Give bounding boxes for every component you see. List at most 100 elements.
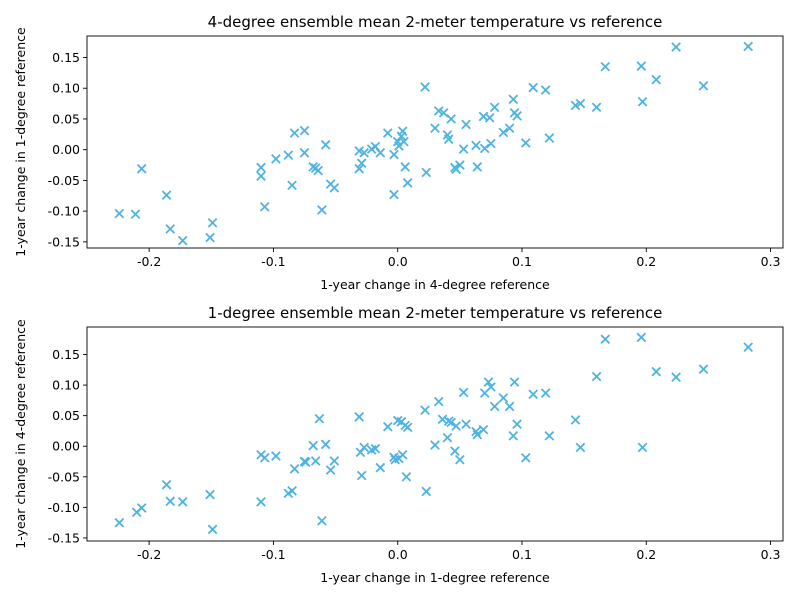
- subplot-2-data-point: [458, 387, 469, 398]
- subplot-1-data-point: [356, 158, 367, 169]
- subplot-1-data-point: [486, 138, 496, 149]
- subplot-1-data-point: [289, 128, 300, 138]
- subplot-2-y-tick-label: 0.00: [52, 439, 80, 454]
- subplot-1-y-ticks: -0.15 -0.10 -0.05 0.00 0.05 0.10 0.15: [48, 50, 87, 249]
- subplot-2-data-point: [504, 401, 515, 412]
- subplot-1-data-point: [540, 85, 551, 95]
- subplot-1-data-point: [455, 160, 465, 170]
- subplot-2-data-point: [600, 334, 611, 345]
- subplot-1-data-point: [443, 134, 454, 145]
- subplot-2-data-point: [451, 421, 461, 431]
- subplot-1-data-point: [575, 98, 586, 109]
- subplot-1-title: 4-degree ensemble mean 2-meter temperatu…: [208, 13, 663, 31]
- subplot-1-data-point: [651, 74, 662, 85]
- subplot-2-data-point: [136, 503, 147, 513]
- subplot-1-x-tick-label: 0.1: [512, 254, 532, 269]
- subplot-1-data-point: [207, 217, 218, 228]
- subplot-1-data-point: [165, 224, 176, 234]
- subplot-2-data-point: [508, 430, 519, 441]
- subplot-2-data-point: [446, 417, 456, 428]
- subplot-1-data-point: [458, 144, 469, 154]
- subplot-1-data-point: [430, 123, 440, 134]
- subplot-1-x-tick-label: -0.2: [137, 254, 161, 269]
- subplot-2-data-point: [356, 470, 367, 481]
- subplot-2-y-ticks: -0.15 -0.10 -0.05 0.00 0.05 0.10 0.15: [48, 347, 87, 545]
- subplot-2-data-point: [370, 443, 381, 454]
- subplot-1-data-point: [399, 136, 409, 147]
- subplot-1-data-point: [130, 209, 141, 220]
- subplot-1-data-point: [205, 232, 215, 243]
- subplot-2-data-point: [743, 342, 754, 353]
- subplot-1-y-axis-label: 1-year change in 1-degree reference: [13, 27, 28, 257]
- subplot-1-data-point: [438, 107, 449, 118]
- subplot-1-data-point: [471, 140, 481, 151]
- subplot-1-data-point: [479, 143, 490, 154]
- subplot-2-data-point: [325, 465, 336, 475]
- subplot-2-data-point: [402, 422, 413, 433]
- subplot-1-data-point: [528, 82, 539, 93]
- subplot-1-x-tick-label: -0.1: [261, 254, 285, 269]
- subplot-2-data-point: [329, 456, 340, 466]
- subplot-2-data-point: [450, 446, 460, 456]
- subplot-1-data-point: [256, 171, 266, 181]
- subplot-1-data-point: [636, 61, 647, 71]
- subplot-1-data-point: [520, 138, 531, 148]
- subplot-2-data-point: [421, 486, 432, 497]
- subplot-2-y-tick-label: 0.15: [52, 347, 80, 362]
- subplot-2-data-point: [401, 471, 412, 482]
- subplot-1-data-point: [114, 208, 125, 219]
- subplot-1-y-tick-label: -0.15: [48, 234, 80, 249]
- subplot-2-data-point: [300, 457, 311, 467]
- subplot-2-data-point: [520, 453, 531, 463]
- subplot-2-data-point: [161, 479, 172, 490]
- subplot-2-data-point: [509, 377, 520, 387]
- subplot-2-data-point: [483, 377, 494, 387]
- subplot-2-data-point: [575, 442, 586, 453]
- subplot-1-data-point: [313, 165, 324, 176]
- subplot-1-data-point: [299, 147, 310, 158]
- subplot-1-x-tick-label: 0.2: [636, 254, 656, 269]
- subplot-2-data-point: [165, 496, 176, 507]
- subplot-2-data-point: [498, 393, 509, 403]
- subplot-1: 4-degree ensemble mean 2-meter temperatu…: [13, 13, 784, 292]
- subplot-2-x-ticks: -0.2 -0.1 0.0 0.1 0.2 0.3: [137, 541, 781, 562]
- subplot-1-data-point: [161, 190, 172, 200]
- subplot-2-data-point: [310, 456, 321, 466]
- subplot-1-y-tick-label: 0.05: [52, 111, 80, 126]
- subplot-2: 1-degree ensemble mean 2-meter temperatu…: [13, 304, 784, 585]
- subplot-1-y-tick-label: -0.05: [48, 173, 80, 188]
- subplot-1-y-tick-label: 0.15: [52, 50, 80, 65]
- subplot-2-frame: [86, 326, 784, 542]
- subplot-2-data-point: [320, 439, 331, 450]
- subplot-2-data-point: [512, 419, 522, 430]
- subplot-2-data-point: [287, 486, 297, 496]
- subplot-2-x-tick-label: -0.2: [137, 547, 161, 562]
- subplot-1-data-point: [271, 154, 281, 164]
- subplot-1-data-point: [421, 167, 432, 178]
- subplot-2-data-point: [489, 401, 500, 412]
- subplot-2-data-point: [570, 415, 581, 425]
- subplot-2-data-point: [207, 524, 218, 535]
- subplot-1-data-point: [743, 41, 754, 52]
- subplot-1-y-tick-label: -0.10: [48, 204, 80, 219]
- subplot-2-data-point: [205, 489, 215, 500]
- subplot-2-data-point: [314, 413, 325, 424]
- subplot-1-data-point: [446, 114, 456, 124]
- subplot-2-data-point: [359, 442, 369, 453]
- subplot-2-y-tick-label: -0.05: [48, 469, 80, 484]
- subplot-2-y-tick-label: 0.10: [52, 378, 80, 393]
- subplot-1-data-point: [637, 96, 648, 107]
- subplot-2-x-tick-label: -0.1: [261, 547, 285, 562]
- subplot-2-data-point: [437, 414, 448, 425]
- subplot-1-data-point: [329, 182, 340, 193]
- subplot-1-data-point: [512, 111, 522, 121]
- subplot-2-title: 1-degree ensemble mean 2-meter temperatu…: [208, 304, 663, 322]
- subplot-2-data-point: [671, 372, 681, 382]
- subplot-2-data-point: [486, 382, 496, 392]
- subplot-2-data-point: [397, 449, 408, 460]
- subplot-1-data-point: [256, 162, 266, 173]
- subplot-2-data-point: [308, 440, 319, 451]
- subplot-1-data-point: [508, 94, 519, 105]
- subplot-1-data-point: [600, 61, 611, 72]
